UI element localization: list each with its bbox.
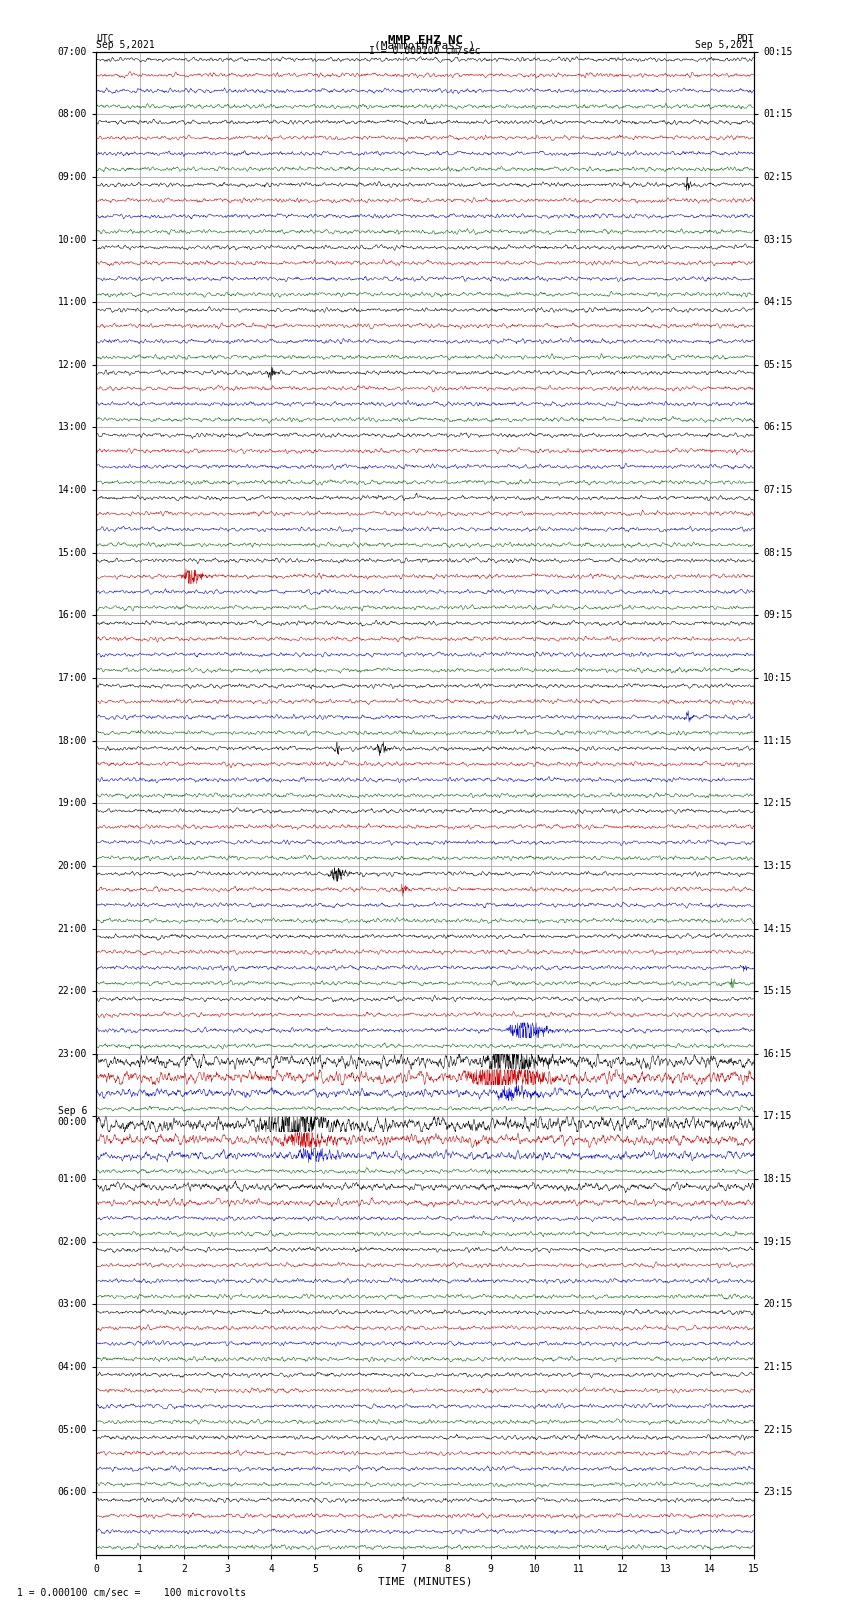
Text: UTC: UTC (96, 34, 114, 44)
Text: Sep 5,2021: Sep 5,2021 (96, 40, 155, 50)
Text: Sep 5,2021: Sep 5,2021 (695, 40, 754, 50)
X-axis label: TIME (MINUTES): TIME (MINUTES) (377, 1578, 473, 1587)
Text: (Mammoth Pass ): (Mammoth Pass ) (374, 40, 476, 50)
Text: I = 0.000100 cm/sec: I = 0.000100 cm/sec (369, 47, 481, 56)
Text: MMP EHZ NC: MMP EHZ NC (388, 34, 462, 47)
Text: PDT: PDT (736, 34, 754, 44)
Text: 1 = 0.000100 cm/sec =    100 microvolts: 1 = 0.000100 cm/sec = 100 microvolts (17, 1589, 246, 1598)
